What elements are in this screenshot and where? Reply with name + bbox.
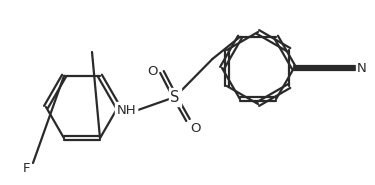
- Text: NH: NH: [116, 103, 136, 117]
- Text: O: O: [147, 65, 158, 78]
- Text: S: S: [170, 90, 180, 105]
- Text: S: S: [170, 90, 180, 105]
- Text: N: N: [357, 61, 367, 75]
- Text: NH: NH: [116, 103, 136, 117]
- Text: F: F: [23, 162, 30, 174]
- Text: O: O: [190, 122, 201, 135]
